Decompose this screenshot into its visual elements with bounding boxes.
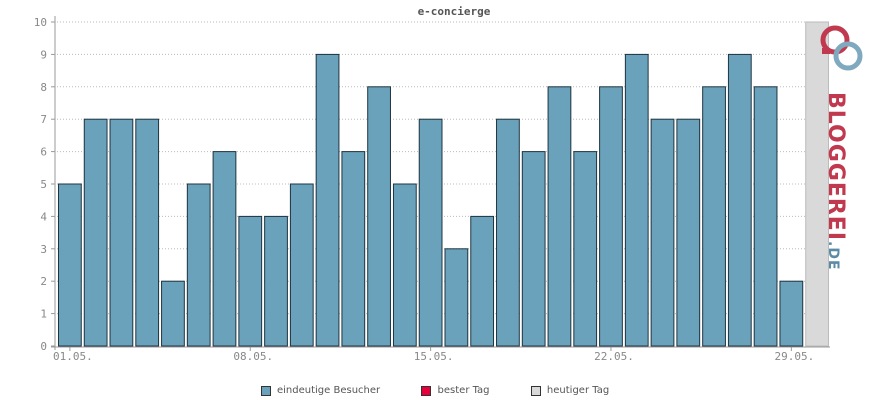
bar-18.05. bbox=[496, 118, 520, 347]
y-tick-label-1: 1 bbox=[40, 308, 47, 321]
chart-title: e-concierge bbox=[418, 5, 491, 18]
bloggerei-logo: BLOGGEREI.DE bbox=[812, 20, 870, 271]
bars bbox=[58, 53, 804, 347]
x-tick-label-29.05.: 29.05. bbox=[774, 350, 814, 363]
legend-item-best-day: bester Tag bbox=[421, 385, 490, 397]
bar-28.05. bbox=[753, 86, 778, 347]
y-tick-label-2: 2 bbox=[40, 275, 47, 288]
bar-22.05. bbox=[599, 86, 623, 347]
y-tick-label-6: 6 bbox=[40, 146, 47, 159]
bar-27.05. bbox=[727, 53, 752, 347]
logo-tld-text: .DE bbox=[825, 241, 841, 271]
bar-10.05. bbox=[289, 183, 314, 347]
bar-05.05. bbox=[161, 280, 185, 347]
bar-24.05. bbox=[650, 118, 675, 347]
legend-label-best-day: bester Tag bbox=[437, 385, 490, 396]
axes bbox=[51, 16, 830, 350]
y-tick-label-3: 3 bbox=[40, 243, 47, 256]
y-tick-label-5: 5 bbox=[40, 178, 47, 191]
today-bar bbox=[805, 21, 830, 347]
legend-label-today: heutiger Tag bbox=[546, 385, 610, 396]
bar-19.05. bbox=[521, 151, 546, 347]
bar-11.05. bbox=[315, 53, 340, 347]
bar-15.05. bbox=[418, 118, 443, 347]
bar-08.05. bbox=[238, 215, 263, 347]
y-tick-label-7: 7 bbox=[40, 113, 47, 126]
y-tick-label-0: 0 bbox=[40, 340, 47, 353]
x-tick-label-01.05.: 01.05. bbox=[53, 350, 93, 363]
bar-20.05. bbox=[547, 86, 572, 347]
bar-16.05. bbox=[444, 248, 469, 347]
chart-legend: eindeutige Besucher bester Tag heutiger … bbox=[0, 385, 870, 397]
x-tick-label-15.05.: 15.05. bbox=[414, 350, 454, 363]
bloggerei-logo-icon bbox=[820, 25, 863, 71]
bar-04.05. bbox=[135, 118, 160, 347]
bar-13.05. bbox=[367, 86, 391, 347]
bar-02.05. bbox=[83, 118, 108, 347]
y-tick-label-4: 4 bbox=[40, 210, 47, 223]
legend-item-today: heutiger Tag bbox=[530, 385, 610, 397]
legend-swatch-today bbox=[530, 385, 541, 396]
bar-07.05. bbox=[212, 151, 237, 347]
y-tick-label-10: 10 bbox=[34, 16, 47, 29]
bar-26.05. bbox=[702, 86, 726, 347]
legend-label-visitors: eindeutige Besucher bbox=[277, 385, 381, 396]
y-tick-labels: 0 1 2 3 4 5 6 7 8 9 10 bbox=[34, 16, 55, 353]
bar-14.05. bbox=[392, 183, 417, 347]
x-tick-labels: 01.05. 08.05. 15.05. 22.05. 29.05. bbox=[53, 347, 814, 363]
bar-01.05. bbox=[58, 183, 82, 347]
bar-06.05. bbox=[186, 183, 211, 347]
bar-12.05. bbox=[341, 151, 366, 347]
bar-17.05. bbox=[470, 215, 495, 347]
bar-09.05. bbox=[264, 215, 288, 347]
x-tick-label-08.05.: 08.05. bbox=[233, 350, 273, 363]
bloggerei-logo-text: BLOGGEREI.DE bbox=[823, 92, 848, 271]
y-tick-label-8: 8 bbox=[40, 81, 47, 94]
logo-main-text: BLOGGEREI bbox=[823, 92, 848, 242]
bar-25.05. bbox=[676, 118, 701, 347]
bar-03.05. bbox=[109, 118, 134, 347]
x-tick-label-22.05.: 22.05. bbox=[594, 350, 634, 363]
legend-swatch-visitors bbox=[260, 385, 271, 396]
bar-21.05. bbox=[573, 151, 598, 347]
legend-swatch-best-day bbox=[421, 385, 432, 396]
today-bar-group bbox=[805, 21, 830, 347]
y-tick-label-9: 9 bbox=[40, 48, 47, 61]
bar-29.05. bbox=[779, 280, 804, 347]
bar-23.05. bbox=[624, 53, 649, 347]
legend-item-visitors: eindeutige Besucher bbox=[260, 385, 381, 397]
